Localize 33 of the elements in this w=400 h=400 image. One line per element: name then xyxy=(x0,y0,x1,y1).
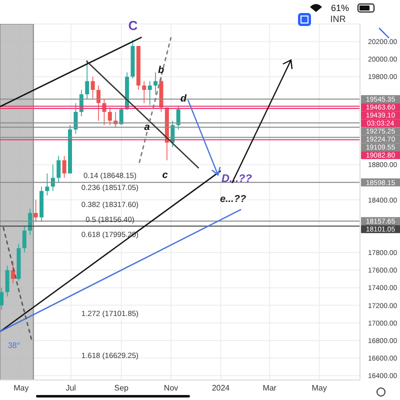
x-tick-label: May xyxy=(312,384,327,393)
x-tick-label: Sep xyxy=(114,384,130,393)
annotation: d xyxy=(180,94,188,105)
annotation: 38° xyxy=(8,341,20,350)
x-tick-label: Nov xyxy=(164,384,178,393)
candlestick xyxy=(85,60,90,100)
x-tick-label: May xyxy=(14,384,29,393)
annotation: INR xyxy=(330,14,346,24)
candlestick xyxy=(10,260,15,284)
annotation: e...?? xyxy=(220,194,246,205)
candlestick xyxy=(0,287,4,310)
candlestick xyxy=(148,80,152,106)
candlestick xyxy=(119,107,124,126)
text: 61% xyxy=(330,3,350,13)
annotation: a xyxy=(144,122,150,133)
candlestick xyxy=(56,155,61,183)
candlestick xyxy=(96,85,101,122)
candlestick xyxy=(45,173,50,196)
x-tick-label: Mar xyxy=(262,384,277,393)
candlestick xyxy=(5,265,10,297)
candlestick xyxy=(34,199,38,222)
annotation: c xyxy=(162,170,168,181)
candlestick xyxy=(22,226,26,253)
candlestick xyxy=(108,107,112,126)
candlestick xyxy=(176,105,180,130)
annotation: b xyxy=(158,65,164,76)
candlestick xyxy=(62,155,66,178)
annotation: C xyxy=(128,18,138,33)
candlestick xyxy=(90,76,95,100)
candlestick xyxy=(142,80,146,104)
x-tick-label: 2024 xyxy=(212,384,230,393)
x-tick-label: Jul xyxy=(66,384,76,393)
candlestick xyxy=(154,72,158,95)
